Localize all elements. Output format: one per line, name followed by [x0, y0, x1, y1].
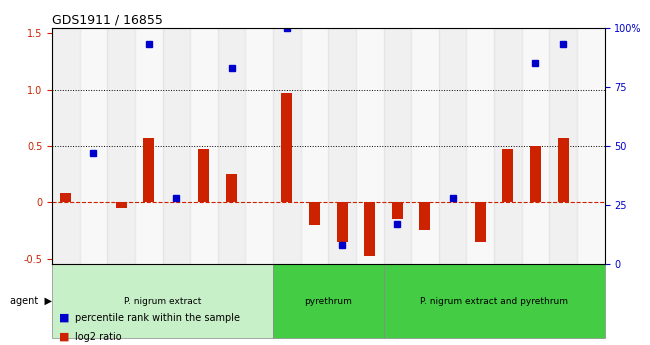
- Text: GDS1911 / 16855: GDS1911 / 16855: [52, 13, 163, 27]
- Text: pyrethrum: pyrethrum: [304, 297, 352, 306]
- Bar: [502, 149, 514, 202]
- Text: log2 ratio: log2 ratio: [75, 332, 122, 342]
- Bar: [218, 28, 246, 264]
- Bar: [309, 202, 320, 225]
- Bar: [107, 28, 135, 264]
- Bar: [116, 202, 127, 208]
- Bar: [143, 138, 154, 202]
- Bar: [52, 28, 79, 264]
- Bar: [577, 28, 605, 264]
- Bar: [364, 202, 375, 256]
- Bar: [392, 202, 403, 219]
- FancyBboxPatch shape: [52, 264, 273, 338]
- Bar: [198, 149, 209, 202]
- Bar: [558, 138, 569, 202]
- Text: P. nigrum extract and pyrethrum: P. nigrum extract and pyrethrum: [420, 297, 568, 306]
- Bar: [474, 202, 486, 242]
- Bar: [467, 28, 494, 264]
- Bar: [384, 28, 411, 264]
- Text: ■: ■: [58, 313, 69, 323]
- Text: P. nigrum extract: P. nigrum extract: [124, 297, 202, 306]
- Bar: [79, 28, 107, 264]
- Bar: [494, 28, 521, 264]
- Bar: [162, 28, 190, 264]
- Text: agent  ▶: agent ▶: [10, 296, 52, 306]
- FancyBboxPatch shape: [384, 264, 604, 338]
- Bar: [226, 174, 237, 202]
- Bar: [337, 202, 348, 242]
- Bar: [60, 193, 72, 202]
- Bar: [439, 28, 467, 264]
- Bar: [549, 28, 577, 264]
- Bar: [273, 28, 300, 264]
- Bar: [356, 28, 384, 264]
- Bar: [300, 28, 328, 264]
- Bar: [530, 146, 541, 202]
- Bar: [281, 93, 292, 202]
- FancyBboxPatch shape: [273, 264, 384, 338]
- Text: percentile rank within the sample: percentile rank within the sample: [75, 313, 240, 323]
- Bar: [411, 28, 439, 264]
- Bar: [135, 28, 162, 264]
- Bar: [190, 28, 218, 264]
- Text: ■: ■: [58, 332, 69, 342]
- Bar: [246, 28, 273, 264]
- Bar: [328, 28, 356, 264]
- Bar: [419, 202, 430, 230]
- Bar: [521, 28, 549, 264]
